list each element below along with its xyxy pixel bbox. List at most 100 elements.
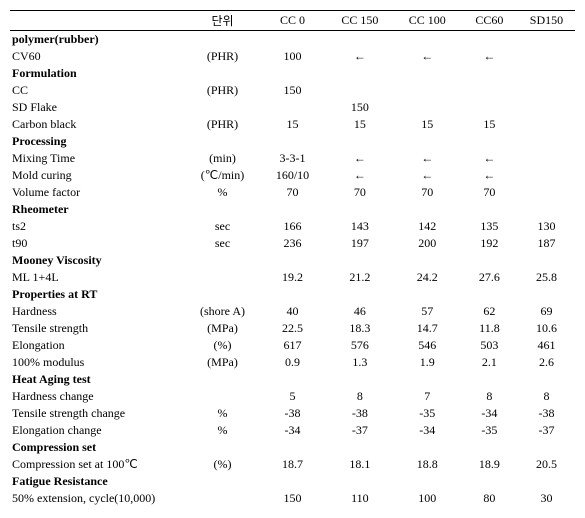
row-label: Hardness xyxy=(10,303,186,320)
cell-value xyxy=(186,252,259,269)
cell-value: 576 xyxy=(326,337,393,354)
cell-value: 150 xyxy=(259,82,326,99)
cell-value xyxy=(394,371,461,388)
cell-value xyxy=(186,371,259,388)
col-header: 단위 xyxy=(186,11,259,31)
cell-value xyxy=(518,371,575,388)
cell-value: ← xyxy=(326,167,393,184)
cell-value: 236 xyxy=(259,235,326,252)
cell-value: ← xyxy=(394,167,461,184)
cell-value: 8 xyxy=(326,388,393,405)
cell-value xyxy=(326,371,393,388)
cell-value: 46 xyxy=(326,303,393,320)
cell-value: 18.7 xyxy=(259,456,326,473)
cell-value xyxy=(518,439,575,456)
table-row: Fatigue Resistance xyxy=(10,473,575,490)
cell-value: (min) xyxy=(186,150,259,167)
cell-value: 20.5 xyxy=(518,456,575,473)
cell-value xyxy=(518,150,575,167)
row-label: Fatigue Resistance xyxy=(10,473,186,490)
cell-value xyxy=(186,388,259,405)
col-header: CC 100 xyxy=(394,11,461,31)
cell-value: 19.2 xyxy=(259,269,326,286)
cell-value xyxy=(518,133,575,150)
cell-value: ← xyxy=(394,48,461,65)
row-label: ML 1+4L xyxy=(10,269,186,286)
cell-value: -34 xyxy=(259,422,326,439)
col-header: SD150 xyxy=(518,11,575,31)
cell-value: 5 xyxy=(259,388,326,405)
cell-value xyxy=(326,201,393,218)
cell-value: 15 xyxy=(326,116,393,133)
cell-value: 166 xyxy=(259,218,326,235)
row-label: Mold curing xyxy=(10,167,186,184)
cell-value xyxy=(326,286,393,303)
table-row: Compression set xyxy=(10,439,575,456)
cell-value xyxy=(259,99,326,116)
table-header-row: 단위 CC 0 CC 150 CC 100 CC60 SD150 xyxy=(10,11,575,31)
cell-value xyxy=(259,439,326,456)
cell-value: 617 xyxy=(259,337,326,354)
cell-value: 30 xyxy=(518,490,575,507)
cell-value xyxy=(518,473,575,490)
row-label: CC xyxy=(10,82,186,99)
cell-value: (PHR) xyxy=(186,82,259,99)
cell-value: 15 xyxy=(461,116,518,133)
cell-value xyxy=(461,201,518,218)
cell-value: 0.9 xyxy=(259,354,326,371)
cell-value xyxy=(394,31,461,49)
cell-value: 15 xyxy=(394,116,461,133)
row-label: Properties at RT xyxy=(10,286,186,303)
row-label: Mooney Viscosity xyxy=(10,252,186,269)
col-header: CC60 xyxy=(461,11,518,31)
table-row: Processing xyxy=(10,133,575,150)
table-row: Tensile strength(MPa)22.518.314.711.810.… xyxy=(10,320,575,337)
cell-value: (PHR) xyxy=(186,116,259,133)
row-label: Formulation xyxy=(10,65,186,82)
row-label: Tensile strength change xyxy=(10,405,186,422)
cell-value xyxy=(461,99,518,116)
cell-value xyxy=(326,65,393,82)
cell-value xyxy=(461,439,518,456)
cell-value xyxy=(518,116,575,133)
cell-value: 10.6 xyxy=(518,320,575,337)
cell-value xyxy=(259,65,326,82)
table-row: polymer(rubber) xyxy=(10,31,575,49)
cell-value: 62 xyxy=(461,303,518,320)
row-label: Hardness change xyxy=(10,388,186,405)
cell-value: 461 xyxy=(518,337,575,354)
cell-value: -38 xyxy=(326,405,393,422)
cell-value xyxy=(326,31,393,49)
row-label: Compression set xyxy=(10,439,186,456)
cell-value: (MPa) xyxy=(186,320,259,337)
cell-value xyxy=(461,371,518,388)
cell-value xyxy=(518,252,575,269)
row-label: Processing xyxy=(10,133,186,150)
cell-value: -35 xyxy=(394,405,461,422)
cell-value: 1.9 xyxy=(394,354,461,371)
cell-value xyxy=(518,201,575,218)
row-label: Carbon black xyxy=(10,116,186,133)
cell-value: 80 xyxy=(461,490,518,507)
table-row: Volume factor%70707070 xyxy=(10,184,575,201)
cell-value xyxy=(394,65,461,82)
cell-value: 70 xyxy=(461,184,518,201)
cell-value: 7 xyxy=(394,388,461,405)
data-table: 단위 CC 0 CC 150 CC 100 CC60 SD150 polymer… xyxy=(10,10,575,507)
cell-value: ← xyxy=(326,48,393,65)
cell-value xyxy=(394,439,461,456)
cell-value xyxy=(394,252,461,269)
cell-value: ← xyxy=(461,167,518,184)
cell-value: -35 xyxy=(461,422,518,439)
cell-value xyxy=(461,252,518,269)
cell-value xyxy=(518,65,575,82)
cell-value: 150 xyxy=(259,490,326,507)
cell-value xyxy=(326,252,393,269)
cell-value: 15 xyxy=(259,116,326,133)
cell-value: -34 xyxy=(394,422,461,439)
cell-value xyxy=(186,133,259,150)
cell-value: 8 xyxy=(518,388,575,405)
cell-value: 100 xyxy=(394,490,461,507)
cell-value xyxy=(461,31,518,49)
table-row: Elongation(%)617576546503461 xyxy=(10,337,575,354)
